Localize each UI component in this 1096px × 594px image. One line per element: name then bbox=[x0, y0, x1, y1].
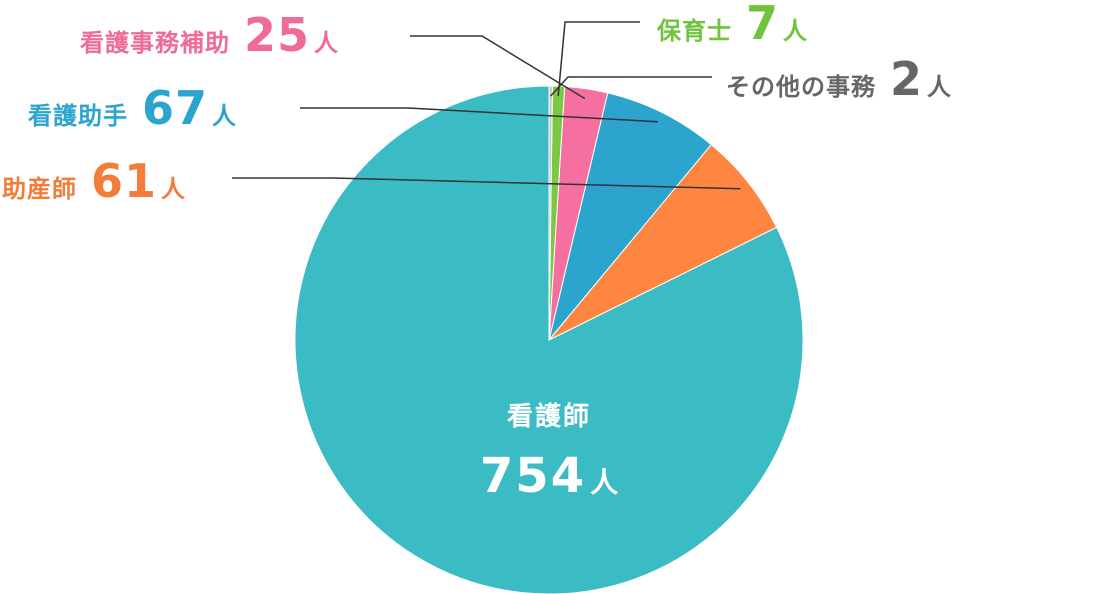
label-value: 2 bbox=[890, 52, 924, 106]
label-childcare-worker: 保育士 7 人 bbox=[657, 0, 807, 46]
label-value: 754 bbox=[479, 448, 587, 504]
label-category: 保育士 bbox=[657, 17, 732, 45]
pie-slice-5 bbox=[548, 85, 553, 341]
label-value: 25 bbox=[244, 8, 311, 62]
label-value: 7 bbox=[746, 0, 780, 50]
label-category: 助産師 bbox=[2, 175, 77, 203]
label-unit: 人 bbox=[161, 175, 186, 203]
label-other-office: その他の事務 2 人 bbox=[726, 56, 951, 102]
label-value: 67 bbox=[142, 81, 209, 135]
label-nursing-clerk: 看護事務補助 25 人 bbox=[80, 12, 338, 58]
label-category: その他の事務 bbox=[726, 73, 876, 101]
leader-line-2 bbox=[300, 107, 659, 123]
label-unit: 人 bbox=[314, 29, 339, 57]
pie-slice-1 bbox=[548, 143, 778, 341]
label-unit: 人 bbox=[590, 466, 619, 499]
leader-line-3 bbox=[410, 35, 586, 100]
leader-line-5 bbox=[550, 76, 712, 97]
center-label-nurse: 看護師 754 人 bbox=[480, 404, 618, 500]
label-midwife: 助産師 61 人 bbox=[2, 158, 185, 204]
label-unit: 人 bbox=[212, 102, 237, 130]
label-unit: 人 bbox=[927, 73, 952, 101]
label-category: 看護師 bbox=[506, 402, 591, 432]
label-category: 看護事務補助 bbox=[80, 29, 230, 57]
leader-lines bbox=[232, 21, 741, 190]
leader-line-1 bbox=[232, 177, 741, 190]
label-unit: 人 bbox=[783, 17, 808, 45]
label-nursing-aide: 看護助手 67 人 bbox=[28, 85, 236, 131]
pie-slices bbox=[294, 85, 804, 594]
label-value: 61 bbox=[91, 154, 158, 208]
leader-line-4 bbox=[557, 21, 640, 97]
label-category: 看護助手 bbox=[28, 102, 128, 130]
pie-slice-2 bbox=[548, 92, 712, 341]
